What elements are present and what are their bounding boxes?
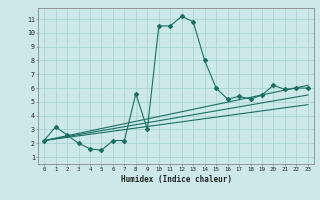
X-axis label: Humidex (Indice chaleur): Humidex (Indice chaleur) [121,175,231,184]
